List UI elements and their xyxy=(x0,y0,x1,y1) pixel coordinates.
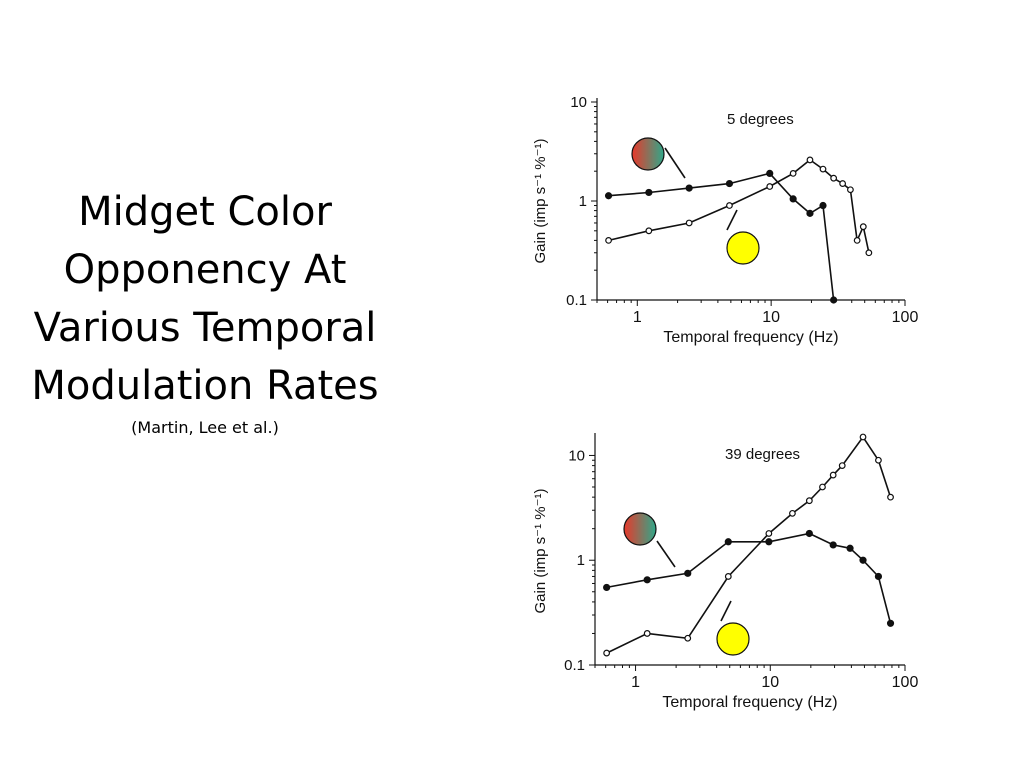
chart-39-degrees-svg: 1 10 100 0.1 1 10 Temporal frequency (Hz) Gain … xyxy=(532,433,919,711)
data-point-luminance xyxy=(684,634,692,642)
data-point-luminance xyxy=(766,183,774,190)
data-point-red-green xyxy=(874,572,883,581)
series-luminance xyxy=(605,156,873,257)
data-point-red-green xyxy=(805,529,813,538)
x-tick-label: 100 xyxy=(892,309,919,326)
x-axis-label: Temporal frequency (Hz) xyxy=(662,694,837,711)
data-point-luminance xyxy=(805,497,813,505)
stimulus-pointer-line xyxy=(664,147,686,179)
x-tick-label: 10 xyxy=(762,309,780,326)
chart-5-degrees: 1 10 100 0.1 1 10 Temporal frequency (Hz) Gain … xyxy=(515,90,925,360)
series-luminance xyxy=(603,433,894,657)
slide-citation: (Martin, Lee et al.) xyxy=(131,418,279,437)
x-tick-label: 10 xyxy=(761,674,779,691)
data-point-luminance xyxy=(875,456,882,464)
y-tick-label: 1 xyxy=(577,552,585,569)
data-point-luminance xyxy=(838,462,846,470)
data-point-luminance xyxy=(605,236,612,244)
y-tick-label: 0.1 xyxy=(566,292,587,309)
data-point-red-green xyxy=(846,544,854,552)
slide-title: Midget Color Opponency At Various Tempor… xyxy=(31,189,379,409)
y-axis-label: Gain (imp s⁻¹ %⁻¹) xyxy=(532,488,549,613)
x-axis-label: Temporal frequency (Hz) xyxy=(663,329,838,346)
data-point-red-green xyxy=(859,556,867,564)
x-tick-label: 1 xyxy=(633,309,642,326)
series-red-green xyxy=(604,169,838,304)
slide-title-block: Midget Color Opponency At Various Tempor… xyxy=(20,183,390,439)
red-green-gradient-circle-icon xyxy=(631,137,665,171)
data-point-luminance xyxy=(887,493,894,501)
data-point-luminance xyxy=(645,227,653,235)
data-point-luminance xyxy=(643,630,651,637)
data-point-luminance xyxy=(853,236,861,244)
chart-5-degrees-svg: 1 10 100 0.1 1 10 Temporal frequency (Hz) Gain … xyxy=(532,94,919,346)
data-point-red-green xyxy=(685,184,693,192)
data-point-luminance xyxy=(765,530,773,537)
data-point-red-green xyxy=(789,195,797,203)
data-point-luminance xyxy=(685,219,693,227)
y-tick-label: 10 xyxy=(570,94,587,111)
data-point-red-green xyxy=(604,192,613,200)
stimulus-pointer-line xyxy=(656,540,676,568)
data-point-luminance xyxy=(724,573,732,580)
data-point-luminance xyxy=(789,509,796,517)
series-line-luminance xyxy=(606,435,892,654)
stimulus-pointer-line xyxy=(720,600,732,622)
data-point-luminance xyxy=(819,483,826,491)
x-tick-label: 100 xyxy=(892,674,919,691)
x-tick-label: 1 xyxy=(631,674,640,691)
data-point-red-green xyxy=(819,201,827,210)
data-point-luminance xyxy=(839,180,847,187)
data-point-luminance xyxy=(806,156,814,164)
data-point-luminance xyxy=(847,186,854,194)
data-point-red-green xyxy=(886,619,895,627)
y-tick-label: 0.1 xyxy=(564,657,585,674)
data-point-red-green xyxy=(830,296,838,304)
data-point-luminance xyxy=(859,433,867,441)
data-point-red-green xyxy=(645,188,653,197)
data-point-red-green xyxy=(806,209,814,217)
stimulus-pointer-line xyxy=(726,209,738,231)
data-point-luminance xyxy=(865,249,873,257)
data-point-red-green xyxy=(643,576,651,584)
data-point-red-green xyxy=(603,583,611,592)
series-red-green xyxy=(603,529,895,627)
data-point-luminance xyxy=(726,202,733,209)
yellow-circle-icon xyxy=(726,231,760,265)
y-tick-label: 1 xyxy=(579,193,587,210)
data-point-red-green xyxy=(766,169,774,178)
data-point-luminance xyxy=(789,170,797,177)
red-green-gradient-circle-icon xyxy=(623,512,657,546)
data-point-red-green xyxy=(684,569,692,577)
chart-title: 39 degrees xyxy=(725,446,800,463)
data-point-luminance xyxy=(859,223,867,231)
data-point-red-green xyxy=(765,538,773,546)
data-point-luminance xyxy=(819,165,827,173)
data-point-red-green xyxy=(724,538,732,546)
data-point-luminance xyxy=(829,471,837,479)
data-point-luminance xyxy=(603,649,611,657)
chart-39-degrees: 1 10 100 0.1 1 10 Temporal frequency (Hz) Gain … xyxy=(515,425,925,720)
yellow-circle-icon xyxy=(716,622,750,656)
data-point-red-green xyxy=(829,541,837,549)
chart-title: 5 degrees xyxy=(727,111,794,128)
data-point-red-green xyxy=(725,179,734,188)
y-tick-label: 10 xyxy=(568,447,585,464)
data-point-luminance xyxy=(830,174,838,182)
series-line-red-green xyxy=(608,172,835,301)
y-axis-label: Gain (imp s⁻¹ %⁻¹) xyxy=(532,138,549,263)
series-line-luminance xyxy=(608,158,870,253)
